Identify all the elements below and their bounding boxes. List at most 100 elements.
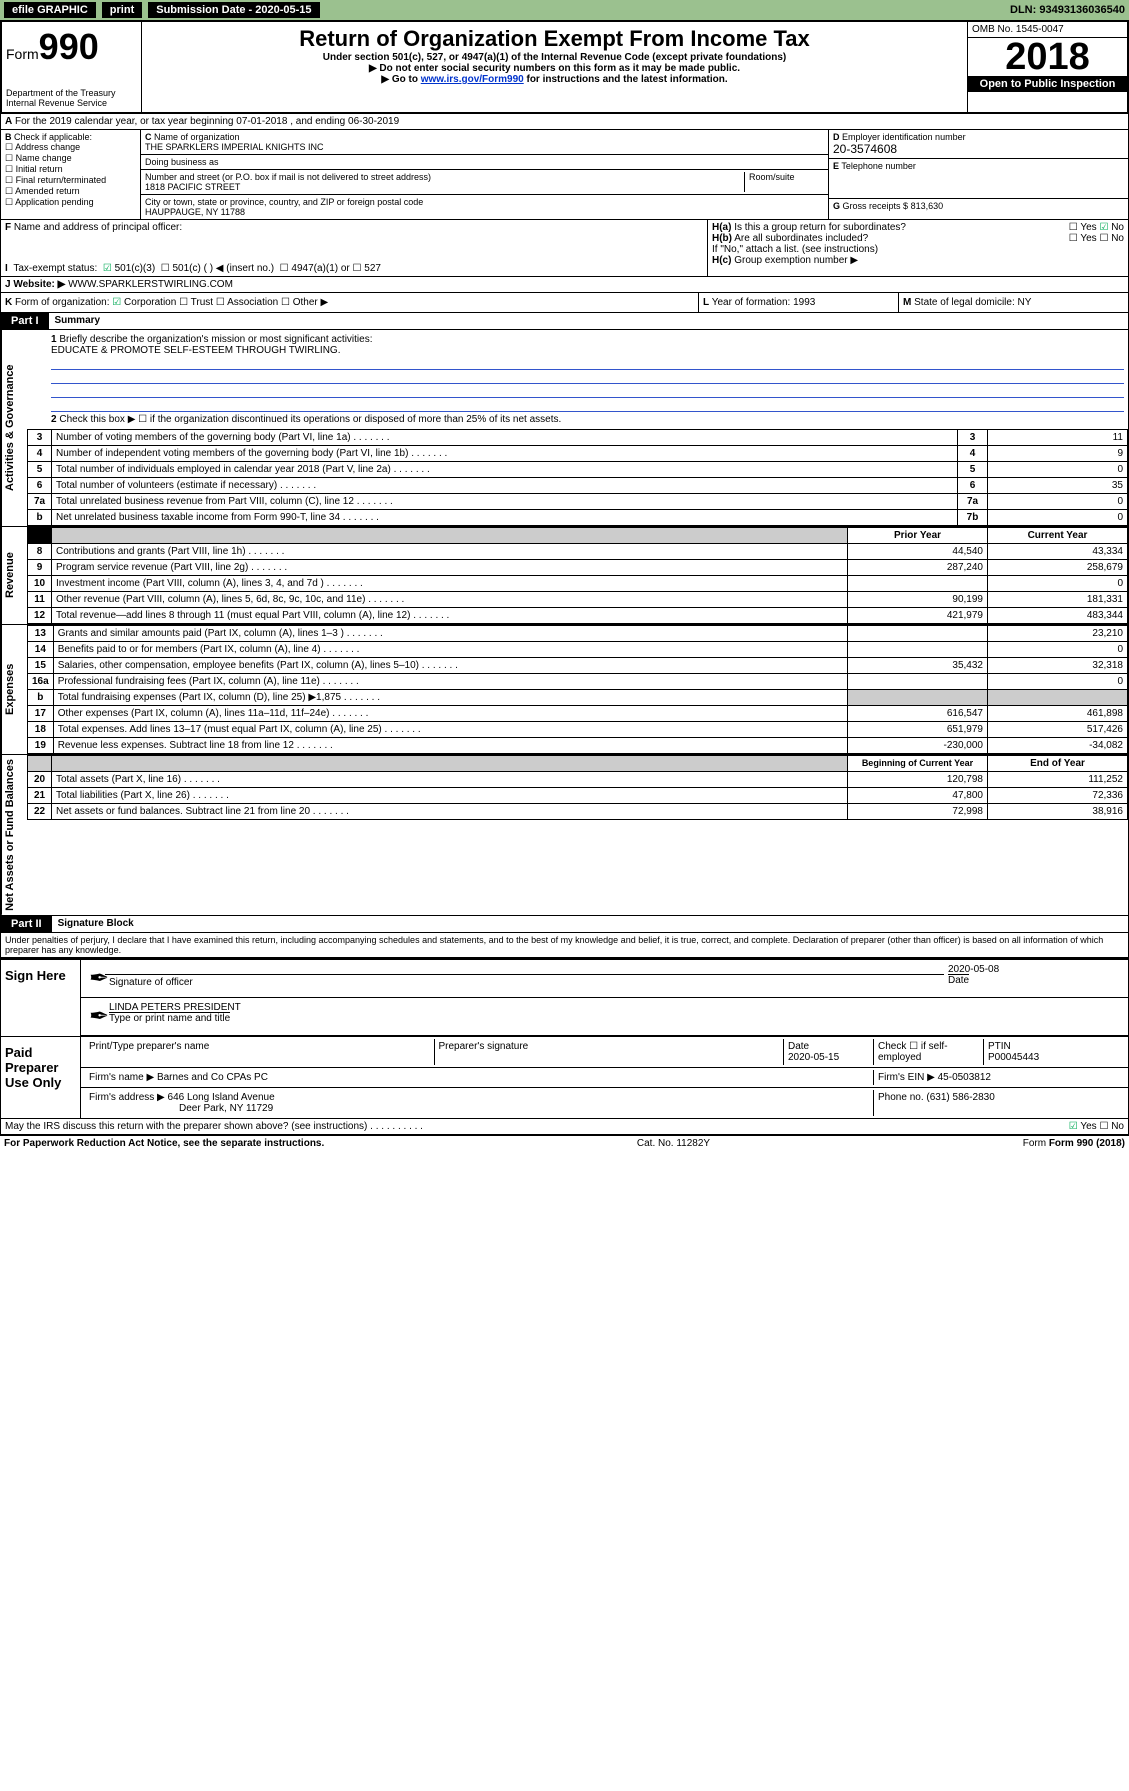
discuss-no[interactable]: No [1099, 1121, 1124, 1132]
check-corp[interactable]: Corporation [112, 297, 176, 308]
q2: Check this box ▶ ☐ if the organization d… [59, 414, 561, 425]
sign-arrow-icon: ✒ [85, 962, 105, 995]
line-num: 16a [28, 674, 54, 690]
line-text: Total revenue—add lines 8 through 11 (mu… [52, 608, 848, 624]
form-header: Form990 Department of the Treasury Inter… [0, 20, 1129, 114]
tax-year: 2018 [968, 38, 1127, 76]
line-val: 0 [988, 494, 1128, 510]
irs-link[interactable]: www.irs.gov/Form990 [421, 74, 524, 85]
sign-here-label: Sign Here [1, 960, 81, 1036]
line-num: 22 [28, 804, 52, 820]
topbar: efile GRAPHIC print Submission Date - 20… [0, 0, 1129, 20]
check-pending[interactable]: Application pending [5, 197, 94, 207]
line-val: 0 [988, 462, 1128, 478]
form-label: Form [6, 46, 39, 62]
line-val: 35 [988, 478, 1128, 494]
i-label: Tax-exempt status: [13, 263, 97, 274]
current-val: -34,082 [988, 738, 1128, 754]
side-revenue: Revenue [1, 527, 27, 624]
line-text: Investment income (Part VIII, column (A)… [52, 576, 848, 592]
ha-yes[interactable]: Yes [1069, 222, 1097, 233]
begin-val: 72,998 [848, 804, 988, 820]
hb-no[interactable]: No [1099, 233, 1124, 244]
dept-label: Department of the Treasury Internal Reve… [6, 88, 137, 108]
netassets-table: Beginning of Current YearEnd of Year20To… [27, 755, 1128, 820]
end-val: 72,336 [988, 788, 1128, 804]
sign-arrow-icon: ✒ [85, 1000, 105, 1033]
line-num: 18 [28, 722, 54, 738]
line-idx: 6 [958, 478, 988, 494]
check-assoc[interactable]: Association [216, 297, 278, 308]
row-j: J Website: ▶ WWW.SPARKLERSTWIRLING.COM [0, 277, 1129, 293]
form-title: Return of Organization Exempt From Incom… [150, 26, 959, 52]
firm-ein: 45-0503812 [938, 1072, 991, 1083]
current-val: 517,426 [988, 722, 1128, 738]
firm-phone: (631) 586-2830 [926, 1092, 994, 1103]
check-address[interactable]: Address change [5, 142, 80, 152]
line-num: 7a [28, 494, 52, 510]
efile-label: efile GRAPHIC [4, 2, 96, 18]
check-501c[interactable]: 501(c) ( ) ◀ (insert no.) [161, 263, 274, 274]
print-button[interactable]: print [102, 2, 142, 18]
state-domicile: NY [1018, 297, 1032, 308]
ha-no[interactable]: No [1099, 222, 1124, 233]
line-num: b [28, 690, 54, 706]
line-text: Number of independent voting members of … [52, 446, 958, 462]
check-trust[interactable]: Trust [179, 297, 213, 308]
line-text: Other revenue (Part VIII, column (A), li… [52, 592, 848, 608]
line-text: Total liabilities (Part X, line 26) . . … [52, 788, 848, 804]
check-527[interactable]: 527 [353, 263, 381, 274]
begin-val: 120,798 [848, 772, 988, 788]
check-4947[interactable]: 4947(a)(1) or [280, 263, 350, 274]
col-current: Current Year [988, 528, 1128, 544]
org-city: HAUPPAUGE, NY 11788 [145, 207, 245, 217]
l-label: Year of formation: [712, 297, 791, 308]
m-label: State of legal domicile: [914, 297, 1015, 308]
check-other[interactable]: Other ▶ [281, 297, 328, 308]
netassets-section: Net Assets or Fund Balances Beginning of… [0, 755, 1129, 916]
line-text: Total number of volunteers (estimate if … [52, 478, 958, 494]
line-text: Other expenses (Part IX, column (A), lin… [53, 706, 847, 722]
line-num: 20 [28, 772, 52, 788]
current-val: 461,898 [988, 706, 1128, 722]
year-formation: 1993 [793, 297, 815, 308]
line-text: Program service revenue (Part VIII, line… [52, 560, 848, 576]
line-num: 9 [28, 560, 52, 576]
firm-name: Barnes and Co CPAs PC [157, 1072, 268, 1083]
line-idx: 4 [958, 446, 988, 462]
current-val: 0 [988, 674, 1128, 690]
current-val: 0 [988, 642, 1128, 658]
prior-val [848, 642, 988, 658]
hb-yes[interactable]: Yes [1069, 233, 1097, 244]
line-text: Contributions and grants (Part VIII, lin… [52, 544, 848, 560]
line-num: 13 [28, 626, 54, 642]
check-final[interactable]: Final return/terminated [5, 175, 106, 185]
dba-label: Doing business as [141, 155, 828, 170]
cat-number: Cat. No. 11282Y [637, 1138, 710, 1149]
current-val: 258,679 [988, 560, 1128, 576]
check-501c3[interactable]: 501(c)(3) [103, 263, 155, 274]
q1: Briefly describe the organization's miss… [59, 334, 372, 345]
line-num: 4 [28, 446, 52, 462]
check-name[interactable]: Name change [5, 153, 72, 163]
declaration: Under penalties of perjury, I declare th… [0, 933, 1129, 958]
check-self-employed[interactable]: Check ☐ if self-employed [874, 1039, 984, 1065]
prior-val: 35,432 [848, 658, 988, 674]
sig-officer-label: Signature of officer [109, 977, 193, 988]
check-initial[interactable]: Initial return [5, 164, 63, 174]
prep-date: 2020-05-15 [788, 1052, 839, 1063]
discuss-yes[interactable]: Yes [1069, 1121, 1097, 1132]
side-expenses: Expenses [1, 625, 27, 754]
check-amended[interactable]: Amended return [5, 186, 80, 196]
line-val: 11 [988, 430, 1128, 446]
mission: EDUCATE & PROMOTE SELF-ESTEEM THROUGH TW… [51, 345, 340, 356]
k-label: Form of organization: [15, 297, 110, 308]
prior-val: 90,199 [848, 592, 988, 608]
firm-city: Deer Park, NY 11729 [179, 1103, 273, 1114]
governance-table: 3Number of voting members of the governi… [27, 429, 1128, 526]
subtitle-3: Go to www.irs.gov/Form990 for instructio… [150, 74, 959, 85]
line-val: 0 [988, 510, 1128, 526]
pra-notice: For Paperwork Reduction Act Notice, see … [4, 1138, 324, 1149]
org-address: 1818 PACIFIC STREET [145, 182, 240, 192]
line-idx: 7a [958, 494, 988, 510]
